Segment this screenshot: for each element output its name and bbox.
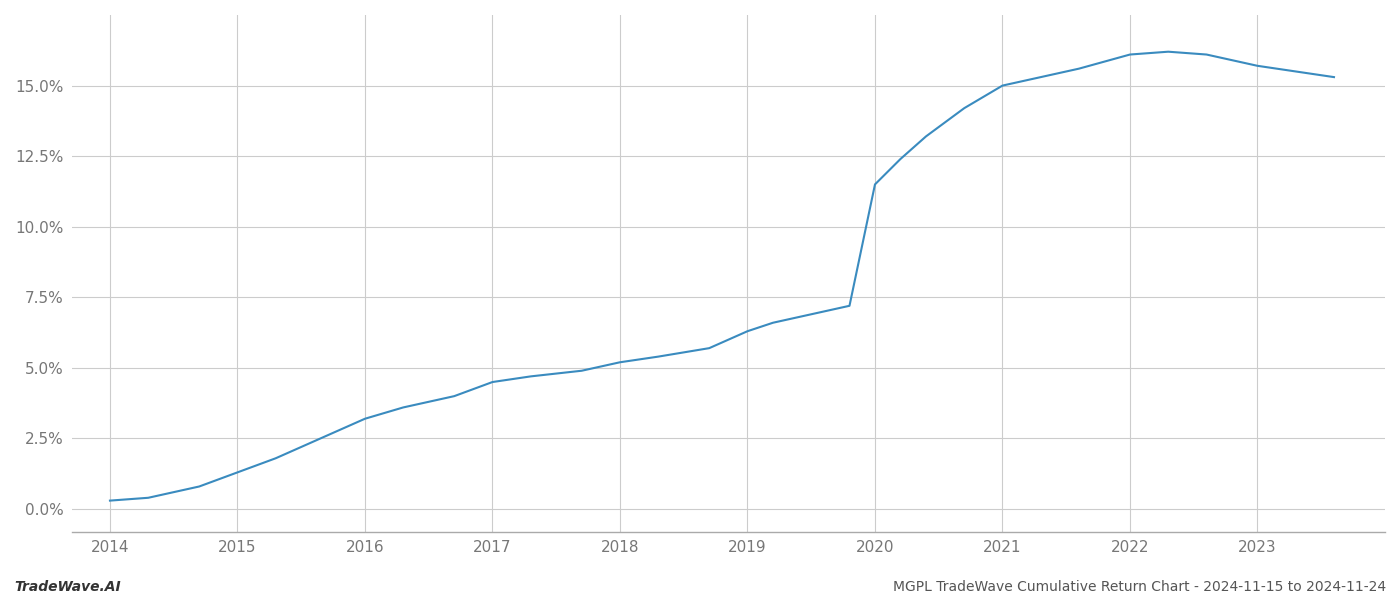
Text: TradeWave.AI: TradeWave.AI — [14, 580, 120, 594]
Text: MGPL TradeWave Cumulative Return Chart - 2024-11-15 to 2024-11-24: MGPL TradeWave Cumulative Return Chart -… — [893, 580, 1386, 594]
